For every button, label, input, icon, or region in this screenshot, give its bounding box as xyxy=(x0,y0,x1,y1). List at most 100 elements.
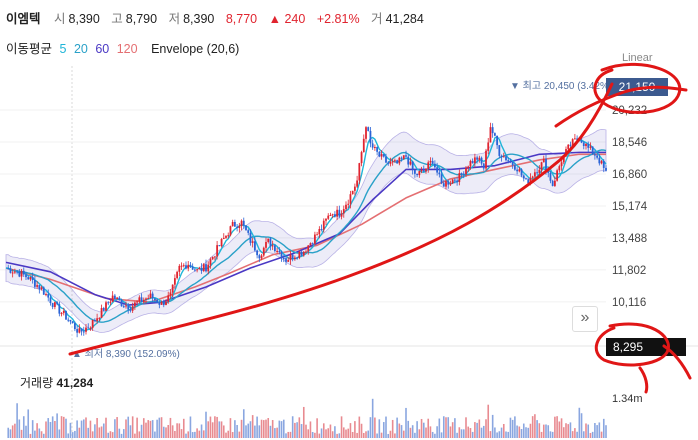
drawn-arrow-bottom xyxy=(662,344,692,380)
candle-body xyxy=(451,179,454,184)
stock-name[interactable]: 이엠텍 xyxy=(6,12,41,26)
volume-bar xyxy=(289,431,292,438)
volume-bar xyxy=(65,418,67,438)
volume-label: 거 xyxy=(371,12,383,26)
candle-body xyxy=(127,305,130,310)
scroll-right-button[interactable]: » xyxy=(572,306,598,332)
ma120-label[interactable]: 120 xyxy=(116,42,138,56)
volume-bar xyxy=(467,426,470,438)
candle-body xyxy=(529,177,532,184)
volume-bar xyxy=(154,431,156,438)
volume-bar xyxy=(518,426,521,438)
candle-body xyxy=(76,329,79,333)
candle-body xyxy=(287,260,290,262)
candle-body xyxy=(7,268,10,270)
volume-bar xyxy=(325,429,327,438)
volume-bar xyxy=(311,432,314,438)
ma20-label[interactable]: 20 xyxy=(73,42,88,56)
volume-bar xyxy=(165,427,167,438)
high-label: 고 xyxy=(111,12,123,26)
candle-body xyxy=(565,149,567,156)
candle-body xyxy=(62,310,65,314)
candle-body xyxy=(360,152,363,164)
candle-body xyxy=(89,327,92,329)
candle-body xyxy=(598,157,601,164)
volume-bar xyxy=(547,425,550,438)
candle-body xyxy=(400,157,403,159)
volume-bar xyxy=(120,433,123,438)
volume-bar xyxy=(598,422,601,438)
volume-bar xyxy=(276,427,278,438)
candle-body xyxy=(329,215,332,217)
volume-bar xyxy=(571,431,574,438)
volume-bar xyxy=(85,417,87,438)
volume-bar xyxy=(445,417,447,438)
candle-body xyxy=(471,160,474,164)
volume-bar xyxy=(469,428,472,438)
candle-body xyxy=(220,239,223,247)
candle-body xyxy=(522,175,525,179)
candle-body xyxy=(42,287,45,295)
candle-body xyxy=(100,308,103,318)
drawn-trend-line xyxy=(68,82,614,356)
candle-body xyxy=(142,299,145,302)
candle-body xyxy=(573,138,576,140)
ma-label: 이동평균 xyxy=(6,42,53,56)
candle-body xyxy=(602,161,605,168)
volume-bar xyxy=(491,414,494,438)
candle-body xyxy=(229,226,232,236)
volume-bar xyxy=(396,417,398,438)
candle-body xyxy=(316,234,319,236)
volume-bar xyxy=(182,418,185,438)
candle-body xyxy=(469,160,472,167)
volume-bar xyxy=(178,423,181,438)
volume-bar xyxy=(474,422,476,438)
candle-body xyxy=(133,302,136,307)
volume-bar xyxy=(536,420,538,438)
ma5-label[interactable]: 5 xyxy=(59,42,67,56)
volume-bar xyxy=(22,416,25,438)
volume-bar xyxy=(49,421,52,438)
candle-body xyxy=(465,168,467,175)
candle-body xyxy=(305,251,307,253)
volume-bar xyxy=(9,429,12,438)
candle-body xyxy=(507,160,510,162)
volume-bar xyxy=(465,417,467,438)
candle-body xyxy=(93,319,96,321)
volume-bar xyxy=(238,431,241,438)
candle-body xyxy=(18,271,21,277)
candle-body xyxy=(540,162,543,170)
candle-body xyxy=(365,127,367,139)
volume-bar xyxy=(127,416,130,438)
candle-body xyxy=(185,265,187,269)
volume-bar xyxy=(358,416,361,438)
volume-bar xyxy=(134,433,136,438)
envelope-label[interactable]: Envelope (20,6) xyxy=(151,42,240,56)
volume-bar xyxy=(40,431,43,438)
ma60-label[interactable]: 60 xyxy=(95,42,110,56)
volume-bar xyxy=(331,431,334,438)
volume-bar xyxy=(236,425,238,438)
candle-body xyxy=(427,162,430,169)
volume-bar xyxy=(78,427,81,438)
low-value: 8,390 xyxy=(183,12,215,26)
volume-bar xyxy=(434,433,436,438)
scale-toggle[interactable]: Linear xyxy=(622,52,653,64)
candle-body xyxy=(367,127,370,131)
candle-body xyxy=(102,308,105,311)
volume-bar xyxy=(347,428,350,438)
volume-bar xyxy=(118,428,121,438)
volume-bar xyxy=(442,416,445,438)
volume-axis-label: 1.34m xyxy=(612,393,643,405)
volume-bar xyxy=(405,407,407,438)
volume-bar xyxy=(529,423,532,438)
volume-bar xyxy=(198,430,201,438)
volume-bar xyxy=(207,421,210,438)
candle-body xyxy=(489,127,492,143)
volume-bar xyxy=(111,432,114,438)
volume-bar xyxy=(369,417,372,438)
candle-body xyxy=(398,157,401,164)
volume-bar xyxy=(31,420,34,438)
indicator-legend[interactable]: 이동평균 5 20 60 120 Envelope (20,6) xyxy=(6,38,243,57)
